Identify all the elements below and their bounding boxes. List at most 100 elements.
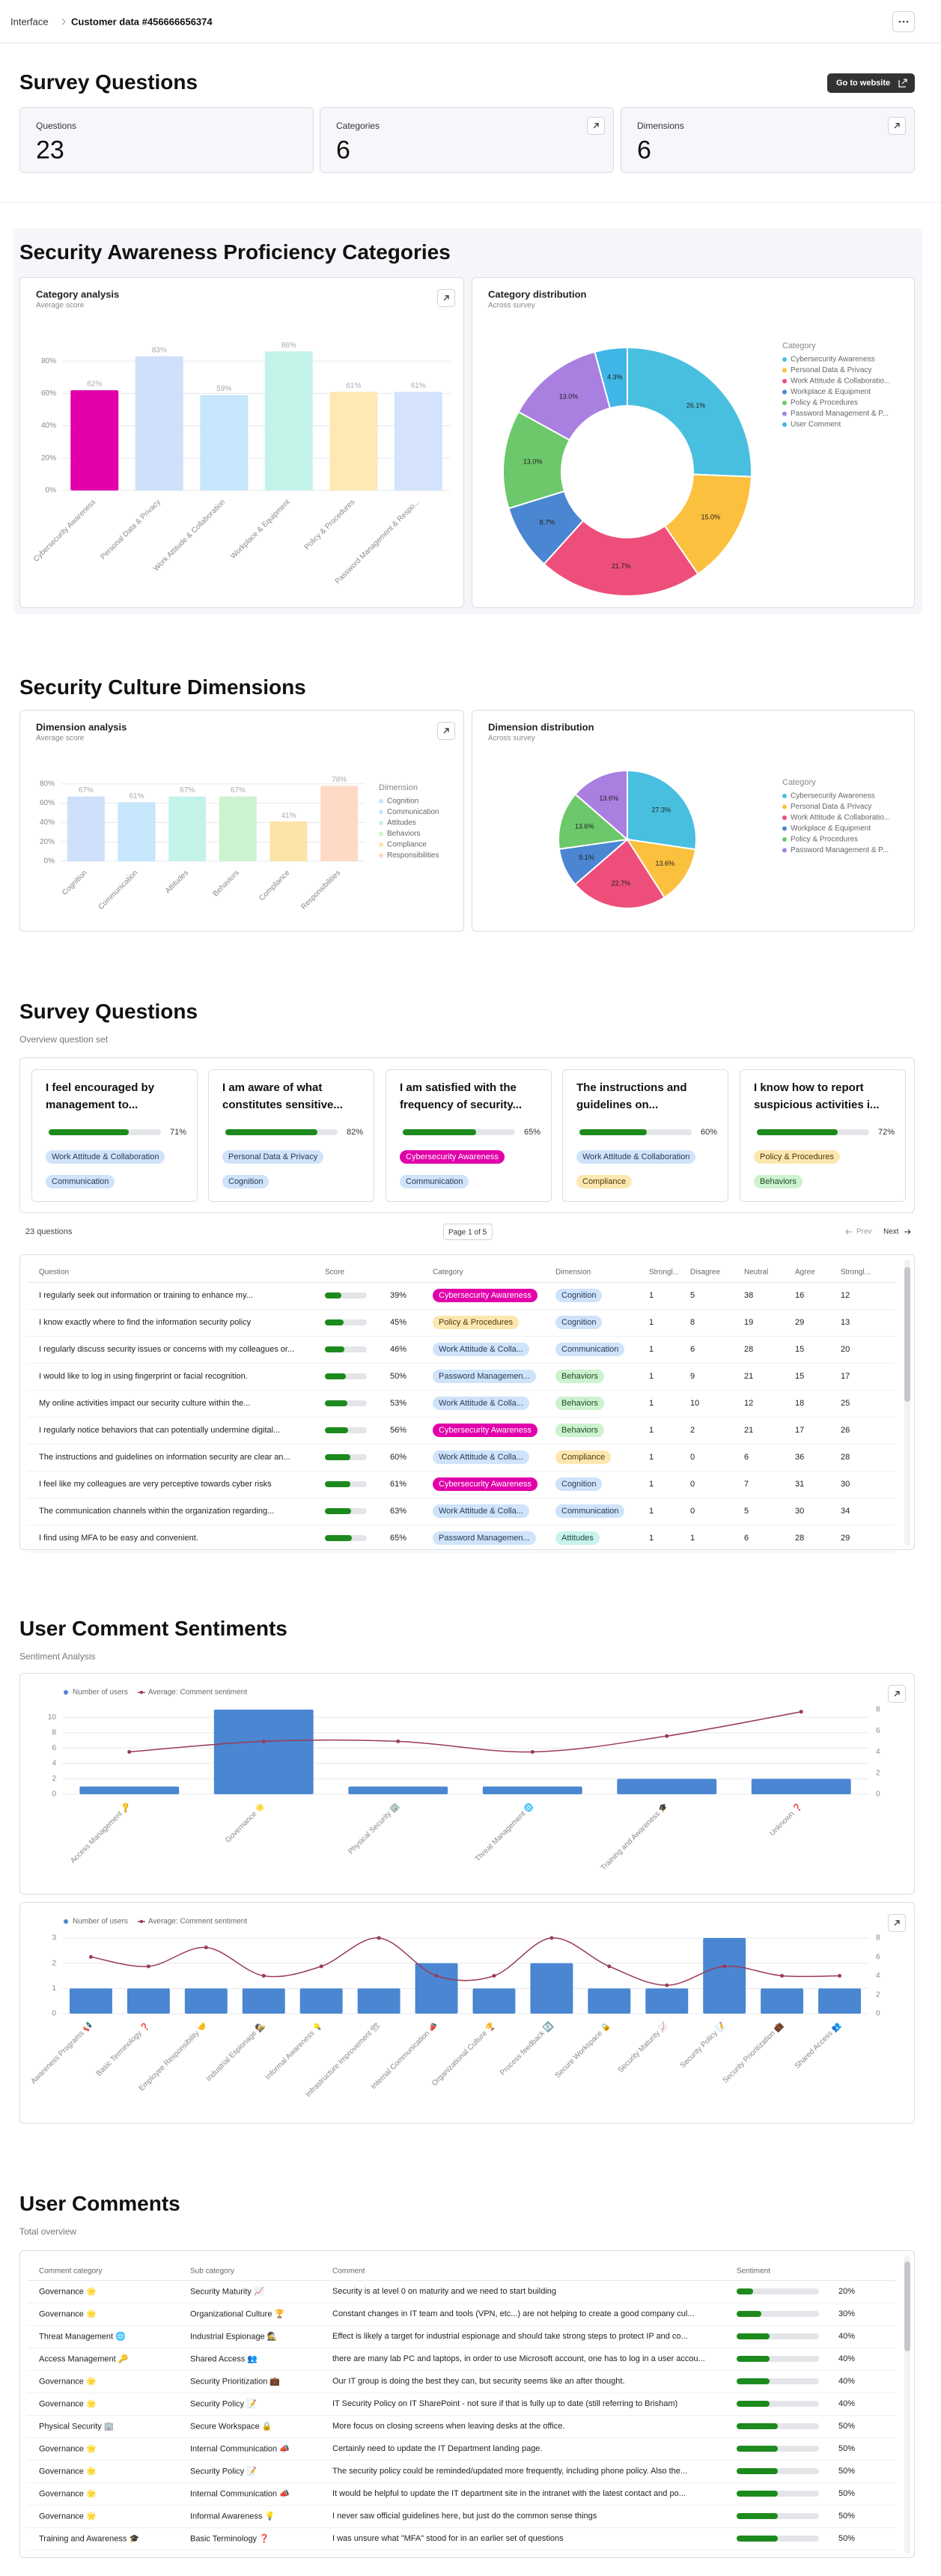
x-tick-label: Basic Terminology ❓ — [94, 2020, 151, 2078]
bar — [79, 1786, 180, 1794]
score-track — [325, 1535, 367, 1541]
expand-icon — [894, 1920, 900, 1926]
tag: Work Attitude & Colla... — [433, 1397, 529, 1410]
section-title: Survey Questions — [19, 70, 198, 94]
comment-cell: Certainly need to update the IT Departme… — [332, 2444, 543, 2453]
breadcrumb-current: Customer data #456666656374 — [71, 16, 213, 28]
next-arrow — [904, 1229, 911, 1235]
series-line — [91, 1937, 840, 1986]
count-cell: 34 — [841, 1507, 850, 1516]
subcategory-cell: Secure Workspace 🔒 — [190, 2422, 272, 2431]
legend-label: Policy & Procedures — [791, 836, 858, 844]
count-cell: 13 — [841, 1318, 850, 1327]
value-label: 83% — [152, 346, 167, 354]
tag: Communication — [555, 1343, 625, 1356]
line-marker — [607, 1964, 612, 1969]
line-marker — [204, 1945, 208, 1950]
x-tick-label: Responsibilities — [299, 869, 342, 911]
count-cell: 25 — [841, 1399, 850, 1408]
bar — [751, 1778, 851, 1794]
sentiment-bar — [737, 2468, 778, 2474]
subcategory-cell: Organizational Culture 🏆 — [190, 2309, 285, 2319]
card — [19, 107, 314, 173]
sentiment-bar — [737, 2513, 778, 2519]
legend-swatch — [782, 848, 787, 853]
y-tick-label: 6 — [52, 1744, 56, 1752]
legend-label: Number of users — [73, 1918, 128, 1926]
sentiment-cell: 50% — [838, 2512, 856, 2521]
prev-button[interactable]: Prev — [856, 1227, 872, 1236]
x-tick-label: Organizational Culture 🏆 — [430, 2020, 498, 2088]
score-track — [579, 1129, 692, 1135]
chart-canvas: 0 1 2 3 0 2 4 6 8 Awareness Programs 📢 Basic Termi… — [28, 1918, 880, 2099]
count-cell: 6 — [744, 1453, 749, 1462]
legend-swatch — [64, 1919, 68, 1924]
column-header: Strongl... — [841, 1268, 871, 1277]
sentiment-cell: 50% — [838, 2422, 856, 2431]
score-cell: 39% — [390, 1291, 407, 1300]
x-tick-label: Shared Access 👥 — [794, 2021, 843, 2071]
legend-swatch — [782, 422, 787, 427]
count-cell: 1 — [649, 1534, 654, 1543]
line-marker — [549, 1936, 554, 1940]
score-bar — [403, 1129, 476, 1135]
sentiment-cell: 40% — [838, 2399, 856, 2408]
row-rule — [27, 2482, 895, 2483]
score-bar — [757, 1129, 838, 1135]
chart-canvas — [888, 117, 906, 135]
section-title: Survey Questions — [19, 1000, 198, 1023]
tag: Cybersecurity Awareness — [433, 1477, 538, 1491]
question-cell: I know exactly where to find the informa… — [39, 1318, 252, 1327]
score-bar — [325, 1535, 353, 1541]
pie-slice — [543, 519, 699, 597]
legend-label: Average: Comment sentiment — [148, 1689, 247, 1697]
x-tick-label: Informal Awareness 💡 — [263, 2020, 324, 2082]
chart-subtitle: Across survey — [488, 735, 535, 743]
y-tick-label: 60% — [41, 389, 56, 398]
go-button: Go to website — [827, 73, 915, 93]
bar — [67, 796, 105, 861]
next-button[interactable]: Next — [883, 1227, 899, 1236]
tag: Communication — [400, 1175, 469, 1188]
comment-cell: It would be helpful to update the IT dep… — [332, 2489, 686, 2498]
legend-label: Communication — [387, 808, 439, 816]
sentiment-cell: 40% — [838, 2332, 856, 2341]
count-cell: 17 — [795, 1426, 805, 1435]
section-subtitle: Overview question set — [19, 1034, 109, 1045]
x-tick-label: Communication — [97, 869, 140, 911]
line-marker — [665, 1734, 669, 1738]
subcategory-cell: Informal Awareness 💡 — [190, 2512, 275, 2521]
page-label: Page 1 of 5 — [448, 1228, 487, 1237]
count-cell: 21 — [744, 1426, 754, 1435]
score-track — [325, 1319, 367, 1325]
sentiment-cell: 50% — [838, 2534, 856, 2543]
question-text: I am aware of what constitutes sensitive… — [222, 1081, 343, 1111]
count-cell: 6 — [744, 1534, 749, 1543]
score-track — [325, 1292, 367, 1298]
legend-swatch — [782, 357, 787, 362]
breadcrumb: Interface — [10, 16, 49, 28]
x-tick-label: Compliance — [258, 869, 291, 902]
tag: Policy & Procedures — [433, 1316, 520, 1329]
score-label: 65% — [524, 1128, 541, 1137]
score-track — [325, 1400, 367, 1406]
count-cell: 8 — [690, 1318, 695, 1327]
comment-cell: I was unsure what "MFA" stood for in an … — [332, 2534, 564, 2543]
tag: Work Attitude & Colla... — [433, 1343, 529, 1356]
legend-swatch — [64, 1690, 68, 1695]
legend-title: Dimension — [379, 783, 418, 792]
x-tick-label: Physical Security 🏢 — [347, 1802, 401, 1856]
tag: Work Attitude & Collaboration — [46, 1150, 165, 1164]
value-label: 67% — [79, 786, 94, 795]
sentiment-track — [737, 2401, 819, 2407]
bar — [200, 395, 249, 490]
scroll-track — [904, 2255, 910, 2554]
score-track — [325, 1454, 367, 1460]
count-cell: 1 — [690, 1534, 695, 1543]
y-tick-label: 20% — [40, 838, 55, 846]
question-cell: I feel like my colleagues are very perce… — [39, 1480, 272, 1489]
section-subtitle: Total overview — [19, 2226, 77, 2237]
row-rule — [27, 1444, 895, 1445]
y-tick-label: 60% — [40, 799, 55, 807]
